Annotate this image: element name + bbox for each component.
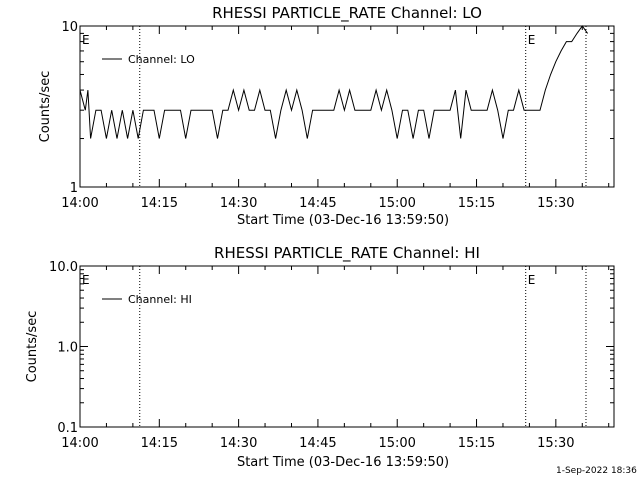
panel1-y-tick-label: 1	[70, 181, 78, 196]
panel2-y-tick-label: 0.1	[57, 421, 78, 436]
panel1-x-tick-label: 14:15	[141, 196, 178, 211]
panel1-x-tick-label: 15:30	[537, 196, 574, 211]
panel2-event-marker: E	[528, 273, 536, 287]
panel2-chart-title: RHESSI PARTICLE_RATE Channel: HI	[214, 244, 480, 263]
panel1-plot-frame	[79, 25, 615, 188]
panel1-legend-label: Channel: LO	[128, 53, 195, 66]
footer-timestamp: 1-Sep-2022 18:36	[556, 466, 637, 476]
panel1-chart-title: RHESSI PARTICLE_RATE Channel: LO	[212, 4, 482, 23]
panel2-x-tick-label: 15:15	[458, 436, 495, 451]
panel1-series-line-0	[79, 25, 589, 139]
panel1-x-tick-label: 14:30	[220, 196, 257, 211]
panel1-y-axis-label: Counts/sec	[38, 71, 53, 143]
panel2-x-axis-label: Start Time (03-Dec-16 13:59:50)	[237, 455, 449, 470]
panel1-x-tick-label: 14:00	[61, 196, 98, 211]
panel2-legend-label: Channel: HI	[128, 293, 192, 306]
panel1-x-tick-label: 15:15	[458, 196, 495, 211]
panel1-x-tick-label: 14:45	[299, 196, 336, 211]
panel2-x-tick-label: 14:30	[220, 436, 257, 451]
panel2-x-tick-label: 14:00	[61, 436, 98, 451]
panel2-event-marker: E	[82, 273, 90, 287]
panel1-y-tick-label: 10	[61, 20, 78, 35]
panel1-x-axis-label: Start Time (03-Dec-16 13:59:50)	[237, 213, 449, 228]
panel2-plot-frame	[79, 265, 615, 428]
panel2-y-axis-label: Counts/sec	[25, 311, 40, 383]
panel2-x-tick-label: 14:45	[299, 436, 336, 451]
panel2-x-tick-label: 14:15	[141, 436, 178, 451]
panel1-event-marker: E	[528, 33, 536, 47]
panel1-x-tick-label: 15:00	[378, 196, 415, 211]
panel2-x-tick-label: 15:30	[537, 436, 574, 451]
panel2-x-tick-label: 15:00	[378, 436, 415, 451]
panel2-y-tick-label: 1.0	[57, 341, 78, 356]
panel1-event-marker: E	[82, 33, 90, 47]
panel2-y-tick-label: 10.0	[49, 260, 78, 275]
